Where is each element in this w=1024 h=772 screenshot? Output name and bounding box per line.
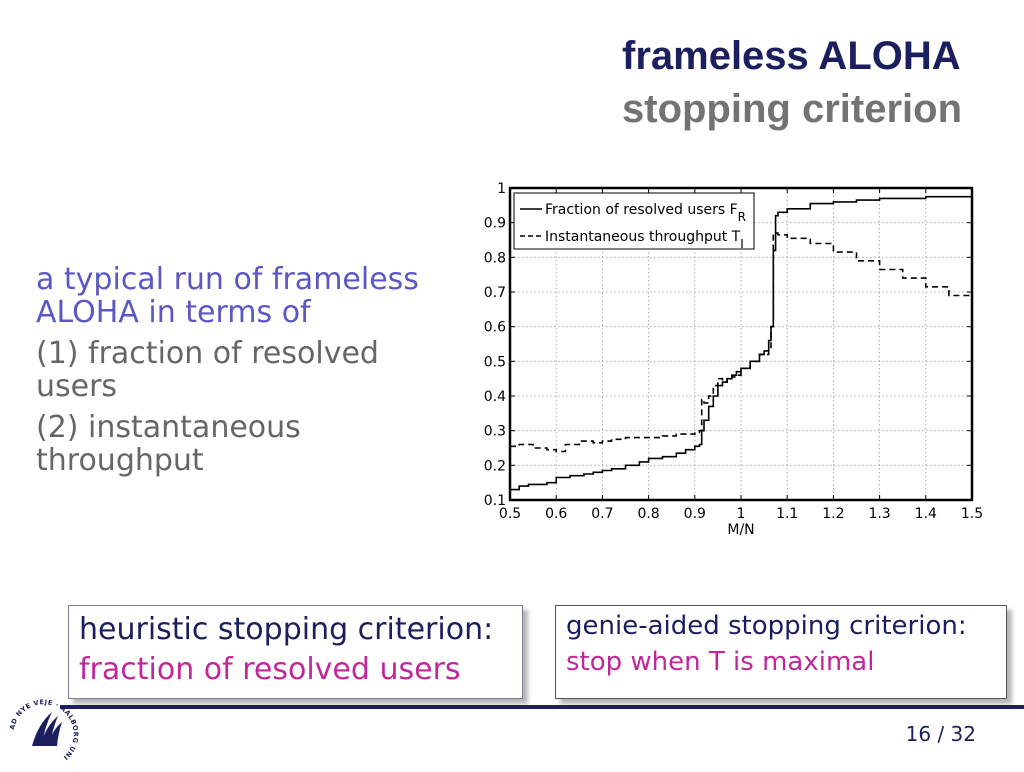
x-axis-label: M/N bbox=[727, 522, 754, 538]
x-tick-label: 1.3 bbox=[868, 506, 890, 522]
page-number: 16 / 32 bbox=[906, 722, 976, 746]
svg-text:AD NYE VEJE · AALBORG UNIVERSI: AD NYE VEJE · AALBORG UNIVERSITET bbox=[2, 684, 80, 762]
y-tick-label: 0.9 bbox=[484, 216, 506, 232]
slide-subtitle: stopping criterion bbox=[622, 87, 962, 131]
legend-box bbox=[513, 192, 755, 250]
line-chart: 0.5 0.6 0.7 0.8 0.9 1 1.1 1.2 1.3 1.4 1.5 0.1 0.2 0.3… bbox=[484, 181, 983, 538]
y-tick-label: 0.1 bbox=[484, 493, 506, 509]
y-tick-label: 0.5 bbox=[484, 354, 506, 370]
x-tick-label: 0.8 bbox=[637, 506, 659, 522]
y-tick-label: 0.2 bbox=[484, 458, 506, 474]
slide-title: frameless ALOHA bbox=[622, 34, 961, 78]
page-current: 16 bbox=[905, 722, 932, 746]
intro-text: a typical run of frameless ALOHA in term… bbox=[36, 262, 419, 330]
genie-criterion-box: genie-aided stopping criterion: stop whe… bbox=[555, 605, 1007, 699]
x-tick-label: 0.7 bbox=[591, 506, 613, 522]
y-tick-label: 0.7 bbox=[484, 285, 506, 301]
plot-frame bbox=[508, 186, 974, 502]
aalborg-university-logo: AD NYE VEJE · AALBORG UNIVERSITET bbox=[0, 678, 86, 772]
y-tick-label: 0.8 bbox=[484, 250, 506, 266]
y-tick-label: 0.3 bbox=[484, 424, 506, 440]
page-total: 32 bbox=[950, 722, 976, 746]
page-separator: / bbox=[931, 722, 951, 746]
heuristic-criterion-box: heuristic stopping criterion: fraction o… bbox=[68, 605, 523, 699]
series-line-fraction-resolved bbox=[510, 195, 972, 491]
x-tick-label: 1.2 bbox=[822, 506, 844, 522]
logo-lettering: AD NYE VEJE · AALBORG UNIVERSITET bbox=[0, 678, 79, 762]
heuristic-criterion-value: fraction of resolved users bbox=[79, 652, 461, 687]
y-tick-label: 0.6 bbox=[484, 320, 506, 336]
x-tick-label: 0.5 bbox=[499, 506, 521, 522]
description-text: a typical run of frameless ALOHA in term… bbox=[36, 263, 456, 485]
y-tick-label: 1 bbox=[497, 181, 506, 197]
x-tick-label: 1 bbox=[737, 506, 746, 522]
item-fraction-resolved: (1) fraction of resolved users bbox=[36, 336, 379, 404]
x-tick-label: 0.6 bbox=[545, 506, 567, 522]
title-block: frameless ALOHA stopping criterion bbox=[622, 30, 962, 136]
y-tick-label: 0.4 bbox=[484, 389, 506, 405]
series-line-instantaneous-throughput bbox=[510, 232, 973, 453]
x-tick-label: 1.1 bbox=[776, 506, 798, 522]
chart-container: 0.5 0.6 0.7 0.8 0.9 1 1.1 1.2 1.3 1.4 1.5 0.1 0.2 0.3… bbox=[470, 175, 990, 545]
genie-criterion-label: genie-aided stopping criterion: bbox=[566, 611, 967, 641]
x-tick-label: 0.9 bbox=[684, 506, 706, 522]
footer-rule bbox=[60, 705, 1024, 709]
x-tick-label: 1.4 bbox=[915, 506, 937, 522]
item-instantaneous-throughput: (2) instantaneous throughput bbox=[36, 410, 301, 478]
x-tick-label: 1.5 bbox=[961, 506, 983, 522]
genie-criterion-value: stop when T is maximal bbox=[566, 647, 875, 677]
heuristic-criterion-label: heuristic stopping criterion: bbox=[79, 612, 494, 647]
